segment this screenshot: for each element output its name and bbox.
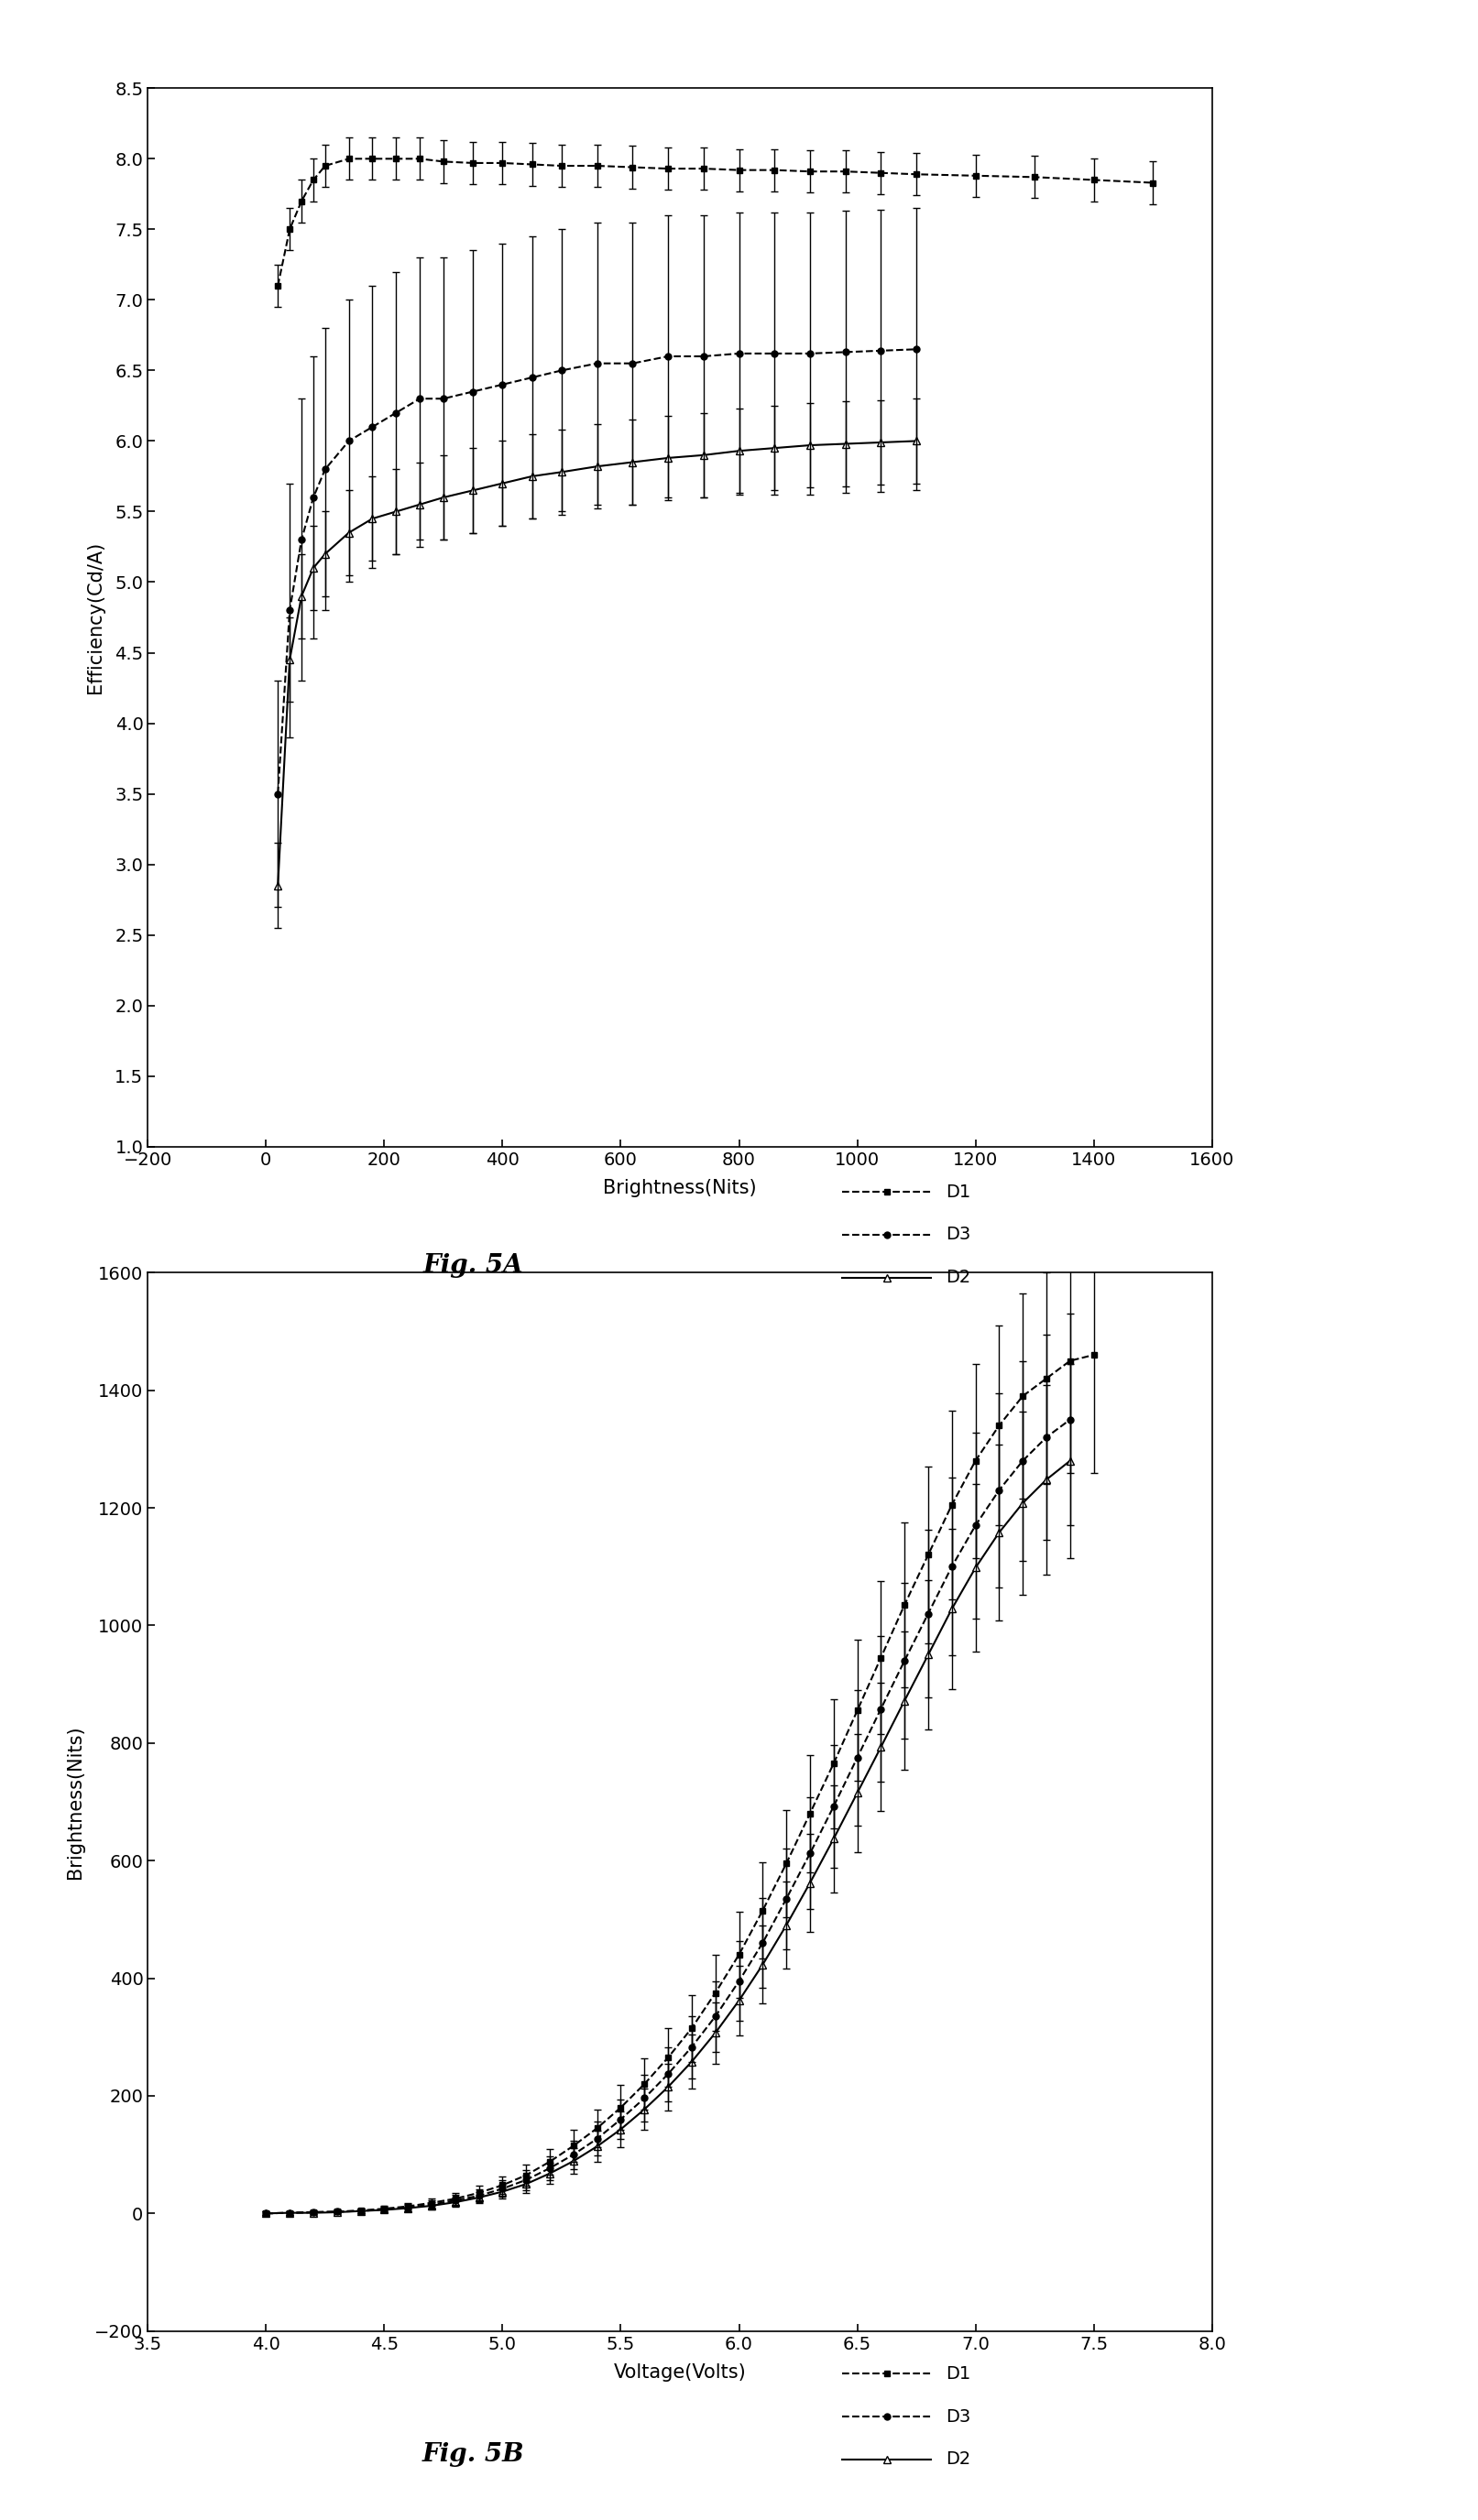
X-axis label: Voltage(Volts): Voltage(Volts) bbox=[613, 2364, 746, 2381]
Y-axis label: Brightness(Nits): Brightness(Nits) bbox=[67, 1726, 84, 1877]
Text: D3: D3 bbox=[946, 1227, 971, 1242]
Y-axis label: Efficiency(Cd/A): Efficiency(Cd/A) bbox=[86, 542, 105, 693]
Text: D2: D2 bbox=[946, 1270, 971, 1285]
Text: Fig. 5A: Fig. 5A bbox=[423, 1252, 523, 1278]
Text: Fig. 5B: Fig. 5B bbox=[421, 2442, 525, 2467]
X-axis label: Brightness(Nits): Brightness(Nits) bbox=[603, 1179, 757, 1197]
Text: D3: D3 bbox=[946, 2409, 971, 2424]
Text: D1: D1 bbox=[946, 1184, 971, 1200]
Text: D2: D2 bbox=[946, 2452, 971, 2467]
Text: D1: D1 bbox=[946, 2366, 971, 2381]
